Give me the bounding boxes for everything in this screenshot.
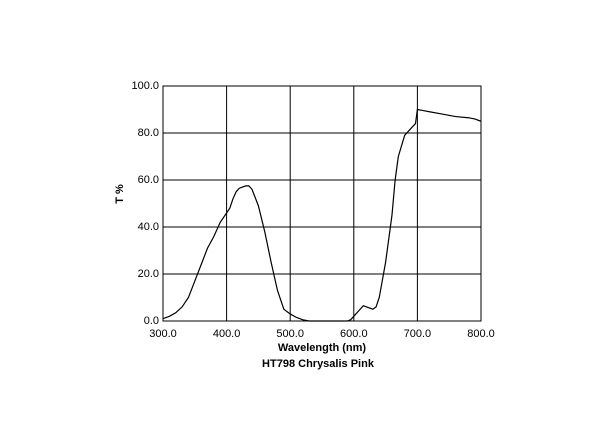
- y-tick-label: 80.0: [138, 127, 159, 139]
- plot-frame: [162, 85, 482, 322]
- y-tick-label: 40.0: [138, 221, 159, 233]
- x-tick-label: 300.0: [149, 328, 177, 340]
- x-tick-label: 400.0: [213, 328, 241, 340]
- x-axis-label: Wavelength (nm): [278, 342, 367, 354]
- data-line: [162, 108, 482, 322]
- x-tick-label: 600.0: [340, 328, 368, 340]
- x-tick-label: 500.0: [276, 328, 304, 340]
- x-tick-label: 700.0: [404, 328, 432, 340]
- y-tick-label: 0.0: [144, 315, 159, 327]
- y-tick-label: 100.0: [131, 80, 159, 92]
- y-tick-label: 20.0: [138, 268, 159, 280]
- x-tick-label: 800.0: [467, 328, 495, 340]
- chart-title: HT798 Chrysalis Pink: [262, 358, 375, 370]
- y-axis-label: T %: [114, 184, 126, 204]
- y-tick-label: 60.0: [138, 174, 159, 186]
